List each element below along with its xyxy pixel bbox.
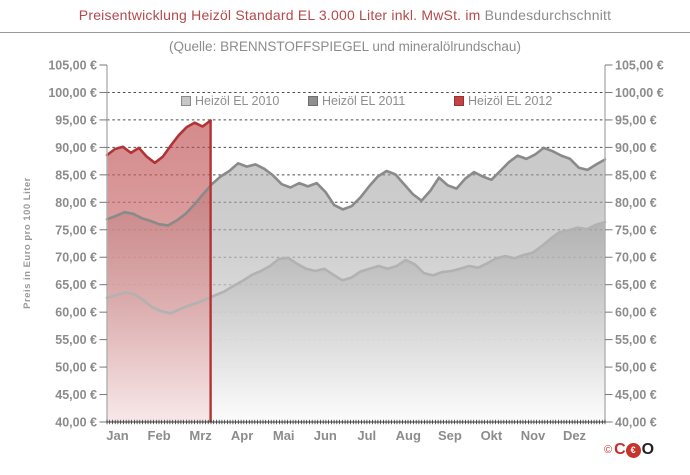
legend-item-2011: Heizöl EL 2011 — [308, 94, 405, 108]
svg-text:Mrz: Mrz — [189, 428, 212, 443]
title-rest: Bundesdurchschnitt — [484, 7, 612, 23]
copyright-icon: © — [604, 444, 613, 456]
svg-text:55,00 €: 55,00 € — [55, 333, 97, 347]
svg-text:Nov: Nov — [521, 428, 546, 443]
svg-text:90,00 €: 90,00 € — [55, 141, 97, 155]
svg-text:80,00 €: 80,00 € — [615, 196, 657, 210]
svg-text:40,00 €: 40,00 € — [615, 416, 657, 430]
watermark-logo: © C € O — [604, 440, 654, 460]
svg-text:Jan: Jan — [106, 428, 128, 443]
svg-text:45,00 €: 45,00 € — [615, 388, 657, 402]
svg-text:Okt: Okt — [481, 428, 503, 443]
legend-label-2012: Heizöl EL 2012 — [468, 94, 553, 108]
legend-item-2012: Heizöl EL 2012 — [454, 94, 552, 108]
svg-text:75,00 €: 75,00 € — [615, 223, 657, 237]
svg-text:40,00 €: 40,00 € — [55, 416, 97, 430]
logo-letter-c: C — [614, 441, 626, 458]
legend-item-2010: Heizöl EL 2010 — [181, 94, 279, 108]
svg-text:105,00 €: 105,00 € — [615, 59, 664, 73]
svg-text:60,00 €: 60,00 € — [55, 306, 97, 320]
svg-text:Sep: Sep — [438, 428, 462, 443]
logo-letter-o: O — [641, 441, 655, 458]
source-subtitle: (Quelle: BRENNSTOFFSPIEGEL und mineralöl… — [169, 39, 521, 54]
logo-euro-badge-icon: € — [625, 442, 641, 458]
svg-text:Mai: Mai — [273, 428, 295, 443]
svg-text:100,00 €: 100,00 € — [615, 86, 664, 100]
svg-text:65,00 €: 65,00 € — [615, 278, 657, 292]
svg-text:70,00 €: 70,00 € — [55, 251, 97, 265]
legend-label-2010: Heizöl EL 2010 — [195, 94, 280, 108]
svg-text:Aug: Aug — [396, 428, 421, 443]
svg-text:Preis in Euro pro 100 Liter: Preis in Euro pro 100 Liter — [22, 177, 33, 309]
svg-text:85,00 €: 85,00 € — [615, 168, 657, 182]
svg-text:Dez: Dez — [563, 428, 587, 443]
svg-text:90,00 €: 90,00 € — [615, 141, 657, 155]
svg-text:Feb: Feb — [148, 428, 171, 443]
svg-text:65,00 €: 65,00 € — [55, 278, 97, 292]
svg-text:105,00 €: 105,00 € — [48, 59, 97, 73]
svg-text:70,00 €: 70,00 € — [615, 251, 657, 265]
svg-text:55,00 €: 55,00 € — [615, 333, 657, 347]
legend-swatch-2011 — [308, 96, 318, 106]
title-divider — [0, 32, 690, 33]
svg-text:Jun: Jun — [314, 428, 337, 443]
svg-text:75,00 €: 75,00 € — [55, 223, 97, 237]
svg-text:50,00 €: 50,00 € — [55, 361, 97, 375]
legend-swatch-2012 — [454, 96, 464, 106]
svg-text:85,00 €: 85,00 € — [55, 168, 97, 182]
legend-swatch-2010 — [181, 96, 191, 106]
svg-text:100,00 €: 100,00 € — [48, 86, 97, 100]
svg-text:95,00 €: 95,00 € — [615, 113, 657, 127]
page-title: Preisentwicklung Heizöl Standard EL 3.00… — [0, 7, 690, 23]
title-highlight: Preisentwicklung Heizöl Standard EL 3.00… — [78, 7, 481, 23]
svg-text:50,00 €: 50,00 € — [615, 361, 657, 375]
svg-text:Jul: Jul — [357, 428, 376, 443]
svg-text:80,00 €: 80,00 € — [55, 196, 97, 210]
svg-text:60,00 €: 60,00 € — [615, 306, 657, 320]
svg-text:95,00 €: 95,00 € — [55, 113, 97, 127]
svg-text:45,00 €: 45,00 € — [55, 388, 97, 402]
svg-text:Apr: Apr — [231, 428, 253, 443]
legend-label-2011: Heizöl EL 2011 — [322, 94, 406, 108]
